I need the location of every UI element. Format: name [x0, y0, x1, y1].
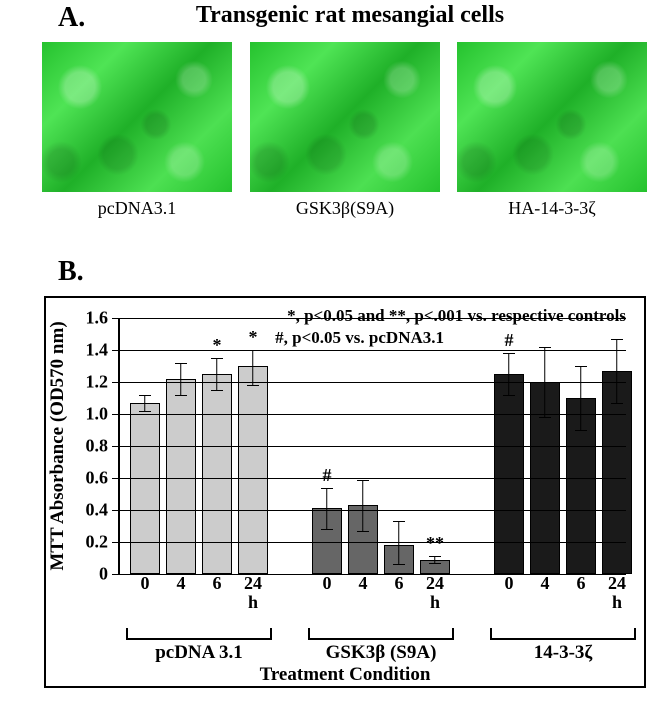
significance-marker: *: [249, 327, 258, 348]
error-cap: [139, 395, 151, 396]
error-cap: [175, 363, 187, 364]
y-tick-label: 0.4: [86, 500, 119, 521]
x-tick-label: 24 h: [608, 574, 626, 612]
error-cap: [539, 417, 551, 418]
x-tick-label: 4: [541, 574, 550, 593]
x-tick-label: 6: [213, 574, 222, 593]
error-cap: [503, 353, 515, 354]
error-bar: [508, 353, 509, 395]
bar: [166, 379, 196, 574]
error-cap: [429, 556, 441, 557]
error-cap: [247, 385, 259, 386]
gridline: [118, 382, 626, 383]
error-cap: [611, 403, 623, 404]
error-bar: [362, 480, 363, 531]
chart-box: MTT Absorbance (OD570 nm) **#**# 00.20.4…: [44, 296, 646, 688]
y-tick-label: 0.2: [86, 532, 119, 553]
error-bar: [580, 366, 581, 430]
gridline: [118, 446, 626, 447]
figure-root: A. Transgenic rat mesangial cells pcDNA3…: [0, 0, 669, 701]
y-axis-title: MTT Absorbance (OD570 nm): [47, 321, 69, 570]
group-bracket: [126, 628, 272, 640]
micrograph-row: [42, 42, 647, 197]
x-tick-labels: 0 4 6 24 h 0 4 6 24 h 0 4 6 24 h: [118, 574, 626, 626]
error-cap: [211, 358, 223, 359]
error-cap: [503, 395, 515, 396]
x-tick-label: 6: [395, 574, 404, 593]
error-cap: [211, 390, 223, 391]
error-cap: [393, 521, 405, 522]
group-label: GSK3β (S9A): [326, 642, 437, 664]
error-cap: [429, 563, 441, 564]
micrograph-caption-3: HA-14-3-3ζ: [457, 198, 647, 219]
gridline: [118, 350, 626, 351]
gridline: [118, 414, 626, 415]
gridline: [118, 542, 626, 543]
x-tick-label: 6: [577, 574, 586, 593]
error-bar: [216, 358, 217, 390]
plot-area: MTT Absorbance (OD570 nm) **#**# 00.20.4…: [118, 318, 626, 574]
micrograph-caption-2: GSK3β(S9A): [250, 198, 440, 219]
panel-b-label: B.: [58, 256, 84, 288]
y-tick-label: 0: [99, 564, 118, 585]
error-bar: [144, 395, 145, 411]
significance-marker: #: [505, 330, 514, 351]
micrograph-caption-1: pcDNA3.1: [42, 198, 232, 219]
error-cap: [175, 395, 187, 396]
y-tick-label: 1.6: [86, 308, 119, 329]
legend-line-2: #, p<0.05 vs. pcDNA3.1: [275, 328, 444, 348]
panel-a-label: A.: [58, 2, 85, 34]
error-cap: [575, 366, 587, 367]
y-tick-label: 0.8: [86, 436, 119, 457]
x-tick-label: 4: [359, 574, 368, 593]
x-tick-label: 0: [505, 574, 514, 593]
error-cap: [321, 488, 333, 489]
bar: [130, 403, 160, 574]
x-axis-title: Treatment Condition: [46, 664, 644, 686]
y-tick-label: 1.0: [86, 404, 119, 425]
error-bar: [180, 363, 181, 395]
y-tick-label: 1.4: [86, 340, 119, 361]
error-cap: [357, 480, 369, 481]
gridline: [118, 478, 626, 479]
x-tick-label: 24 h: [426, 574, 444, 612]
error-cap: [539, 347, 551, 348]
group-labels: pcDNA 3.1 GSK3β (S9A) 14-3-3ζ: [118, 642, 626, 666]
error-bar: [252, 350, 253, 385]
group-bracket: [490, 628, 636, 640]
group-label: pcDNA 3.1: [155, 642, 243, 664]
error-cap: [321, 529, 333, 530]
error-cap: [393, 564, 405, 565]
group-bracket: [308, 628, 454, 640]
bar: [202, 374, 232, 574]
panel-a-title: Transgenic rat mesangial cells: [130, 2, 570, 29]
error-cap: [575, 430, 587, 431]
x-tick-label: 4: [177, 574, 186, 593]
y-tick-label: 0.6: [86, 468, 119, 489]
significance-marker: **: [426, 533, 444, 554]
group-label: 14-3-3ζ: [534, 642, 593, 664]
error-bar: [616, 339, 617, 403]
error-cap: [357, 531, 369, 532]
y-tick-label: 1.2: [86, 372, 119, 393]
error-cap: [611, 339, 623, 340]
x-tick-label: 0: [323, 574, 332, 593]
x-tick-label: 0: [141, 574, 150, 593]
error-cap: [139, 411, 151, 412]
significance-marker: #: [323, 465, 332, 486]
error-bar: [326, 488, 327, 530]
micrograph-pcdna: [42, 42, 232, 192]
micrograph-1433z: [457, 42, 647, 192]
micrograph-gsk3b: [250, 42, 440, 192]
legend-line-1: *, p<0.05 and **, p<.001 vs. respective …: [287, 306, 626, 326]
bar: [494, 374, 524, 574]
gridline: [118, 510, 626, 511]
x-tick-label: 24 h: [244, 574, 262, 612]
significance-marker: *: [213, 335, 222, 356]
